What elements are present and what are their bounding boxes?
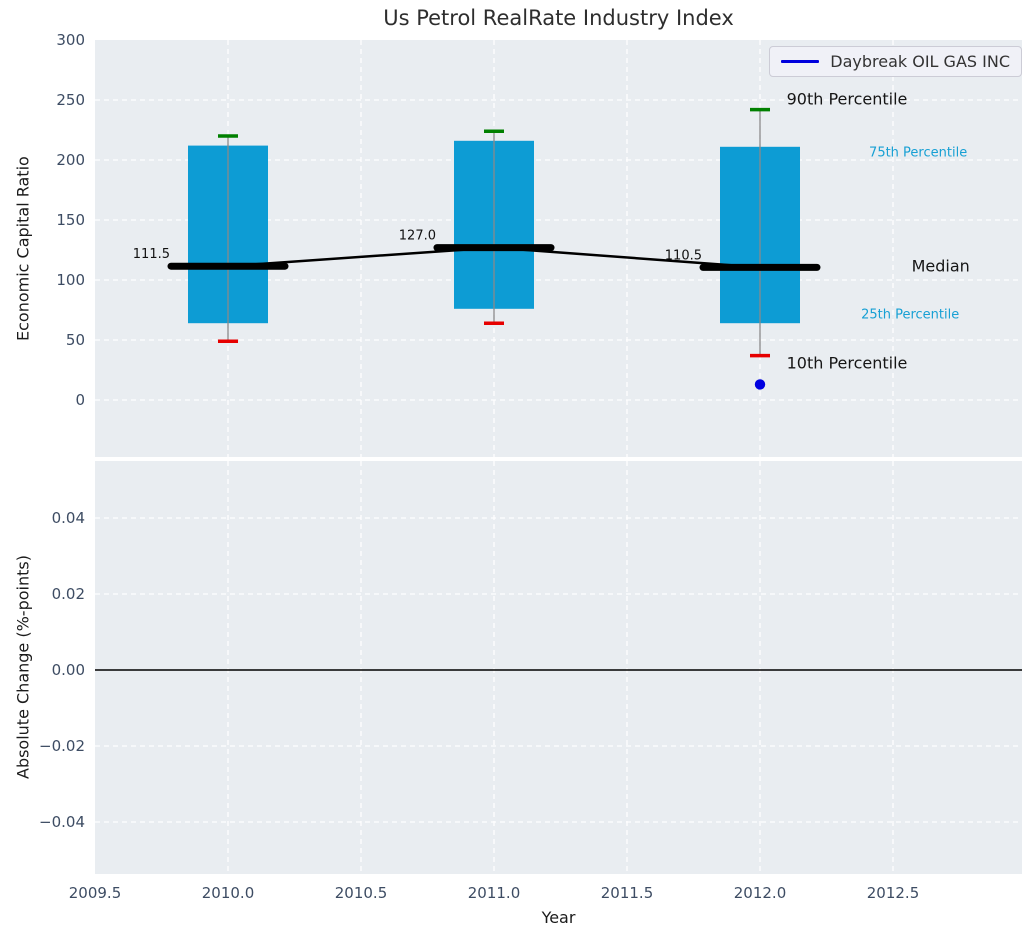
annotation-label: 10th Percentile [786, 353, 908, 373]
xtick-label: 2009.5 [68, 884, 122, 902]
annotation-label: 25th Percentile [861, 307, 960, 323]
xtick-label: 2010.5 [334, 884, 388, 902]
annotation-label: 90th Percentile [786, 89, 908, 109]
bottom-ytick-label: 0.02 [51, 585, 85, 603]
bottom-ytick-label: −0.02 [39, 737, 85, 755]
top-ytick-label: 50 [65, 331, 85, 349]
top-ytick-label: 150 [56, 211, 85, 229]
bottom-axes-plot [95, 461, 1022, 874]
bottom-ytick-label: 0.04 [51, 509, 85, 527]
chart-title: Us Petrol RealRate Industry Index [383, 6, 734, 30]
xtick-label: 2010.0 [201, 884, 255, 902]
top-axes-plot: 111.5 127.0 110.5 [95, 40, 1022, 457]
bottom-ytick-label: −0.04 [39, 813, 85, 831]
xtick-label: 2012.0 [733, 884, 787, 902]
xtick-label: 2011.5 [600, 884, 654, 902]
bottom-ytick-label: 0.00 [51, 661, 85, 679]
bottom-axes-background [95, 461, 1022, 874]
xtick-label: 2012.5 [866, 884, 920, 902]
xtick-label: 2011.0 [467, 884, 521, 902]
x-axis-label: Year [541, 908, 576, 927]
top-ytick-label: 250 [56, 91, 85, 109]
company-point [754, 379, 766, 390]
top-ytick-label: 300 [56, 31, 85, 49]
annotation-label: Median [911, 256, 970, 276]
annotation-label: 75th Percentile [869, 145, 968, 161]
top-ytick-label: 200 [56, 151, 85, 169]
median-value-label: 111.5 [133, 247, 170, 262]
top-ytick-label: 0 [75, 391, 85, 409]
legend-entry-label: Daybreak OIL GAS INC [830, 52, 1010, 71]
median-value-label: 110.5 [665, 248, 702, 263]
legend-line-sample [781, 60, 820, 63]
legend: Daybreak OIL GAS INC [769, 46, 1022, 77]
median-value-label: 127.0 [399, 229, 436, 244]
top-ytick-label: 100 [56, 271, 85, 289]
